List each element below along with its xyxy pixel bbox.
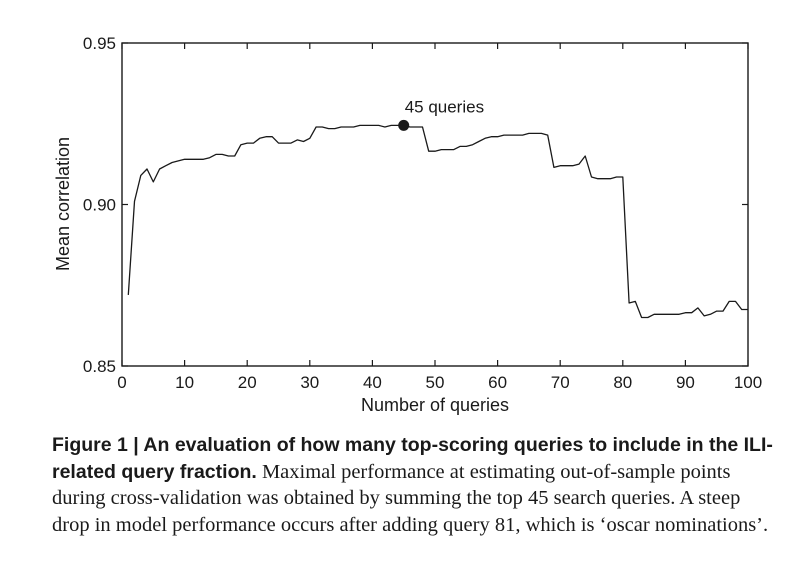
x-tick-label: 100 — [734, 373, 762, 392]
x-tick-label: 90 — [676, 373, 695, 392]
caption-body: Maximal performance at estimating out-of… — [52, 460, 769, 536]
x-tick-label: 30 — [300, 373, 319, 392]
x-tick-label: 70 — [551, 373, 570, 392]
x-tick-label: 60 — [488, 373, 507, 392]
series-line — [127, 124, 748, 319]
x-tick-label: 0 — [117, 373, 126, 392]
highlight-label: 45 queries — [405, 97, 484, 116]
plot-frame — [121, 42, 749, 367]
highlight-point — [398, 119, 410, 131]
caption-heading: Figure 1 | An evaluation of how many top… — [52, 434, 773, 483]
series-layer — [127, 124, 748, 319]
x-axis-label: Number of queries — [361, 395, 509, 415]
correlation-chart: 0 10 20 30 40 50 60 70 80 90 100 0.85 0.90 0.95 45 qu… — [53, 34, 762, 415]
plot-border — [121, 42, 749, 367]
x-tick-label: 80 — [613, 373, 632, 392]
y-tick-label: 0.85 — [83, 357, 116, 376]
x-tick-label: 50 — [426, 373, 445, 392]
x-tick-label: 40 — [363, 373, 382, 392]
y-axis-label: Mean correlation — [53, 137, 73, 271]
x-tick-label: 20 — [238, 373, 257, 392]
annotation-layer: 45 queries — [398, 97, 484, 131]
y-tick-label: 0.90 — [83, 196, 116, 215]
axis-ticks: 0 10 20 30 40 50 60 70 80 90 100 0.85 0.90 0.95 — [83, 34, 762, 392]
y-tick-label: 0.95 — [83, 34, 116, 53]
figure-caption: Figure 1 | An evaluation of how many top… — [52, 432, 774, 538]
x-tick-label: 10 — [175, 373, 194, 392]
